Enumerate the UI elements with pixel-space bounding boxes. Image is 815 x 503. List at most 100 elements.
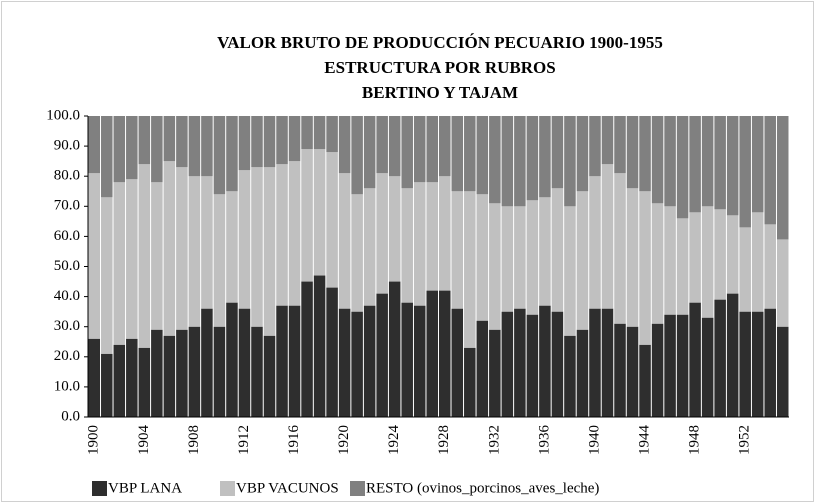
bar-segment — [351, 116, 363, 195]
bar-segment — [326, 152, 338, 288]
legend-swatch — [350, 481, 365, 496]
bar-segment — [401, 188, 413, 303]
bar-segment — [263, 335, 276, 417]
legend-swatch — [92, 481, 107, 496]
bar-segment — [326, 287, 338, 417]
bar-segment — [201, 176, 213, 309]
bar-segment — [213, 326, 226, 417]
bar-segment — [176, 116, 188, 168]
x-tick-label: 1952 — [737, 425, 753, 455]
x-tick-label: 1928 — [436, 425, 452, 455]
bar-segment — [138, 347, 151, 417]
bar-segment — [476, 320, 489, 417]
bar-segment — [388, 281, 401, 417]
bar-segment — [489, 329, 501, 417]
bar-segment — [138, 164, 151, 348]
bar-segment — [439, 176, 451, 291]
bar-segment — [464, 191, 476, 348]
bar-segment — [151, 329, 163, 417]
bar-segment — [751, 212, 764, 312]
bar-segment — [88, 338, 101, 417]
x-tick-label: 1924 — [386, 425, 402, 456]
y-tick-label: 20.0 — [54, 348, 80, 364]
bar-segment — [313, 275, 326, 417]
bar-segment — [564, 335, 576, 417]
bar-segment — [226, 116, 238, 192]
bar-segment — [388, 116, 401, 177]
bar-segment — [589, 116, 601, 177]
bar-segment — [351, 194, 363, 312]
y-tick-label: 80.0 — [54, 168, 80, 184]
bar-segment — [526, 200, 539, 315]
bar-segment — [639, 116, 651, 192]
bar-segment — [739, 311, 751, 417]
bar-segment — [714, 299, 726, 417]
y-tick-label: 10.0 — [54, 378, 80, 394]
bar-segment — [276, 116, 288, 165]
bar-segment — [701, 317, 714, 417]
y-tick-label: 30.0 — [54, 318, 80, 334]
bar-segment — [163, 161, 176, 336]
bar-segment — [526, 116, 539, 201]
bar-segment — [614, 323, 626, 417]
bar-segment — [101, 197, 113, 354]
legend-label: VBP LANA — [108, 480, 182, 496]
x-tick-label: 1940 — [586, 425, 602, 455]
bar-segment — [126, 116, 138, 180]
bar-segment — [288, 116, 301, 162]
bar-segment — [426, 116, 438, 183]
bar-segment — [126, 179, 138, 339]
bar-segment — [451, 116, 464, 192]
bar-segment — [313, 116, 326, 150]
bar-segment — [714, 209, 726, 300]
bar-segment — [776, 116, 789, 240]
bar-segment — [176, 167, 188, 330]
bar-segment — [201, 308, 213, 417]
bar-segment — [326, 116, 338, 153]
bar-segment — [739, 116, 751, 228]
x-tick-label: 1912 — [236, 425, 252, 455]
bar-segment — [363, 116, 376, 189]
bar-segment — [689, 302, 701, 417]
bar-segment — [251, 167, 263, 327]
bar-segment — [301, 281, 313, 417]
bar-segment — [726, 293, 739, 417]
bar-segment — [614, 173, 626, 324]
bar-segment — [413, 116, 426, 183]
bar-segment — [601, 308, 614, 417]
bar-segment — [676, 116, 689, 219]
bar-segment — [501, 206, 514, 312]
bar-segment — [701, 206, 714, 318]
bar-segment — [439, 116, 451, 177]
bar-segment — [551, 311, 564, 417]
bar-segment — [664, 314, 676, 417]
bar-segment — [776, 239, 789, 327]
bar-segment — [376, 116, 388, 174]
bar-segment — [626, 116, 639, 189]
legend-label: RESTO (ovinos_porcinos_aves_leche) — [366, 480, 599, 496]
x-tick-label: 1900 — [86, 425, 102, 455]
bar-segment — [601, 164, 614, 309]
bar-segment — [226, 302, 238, 417]
bar-segment — [238, 170, 251, 309]
bar-segment — [651, 203, 664, 324]
bar-segment — [639, 191, 651, 345]
legend-label: VBP VACUNOS — [236, 480, 339, 496]
bar-segment — [88, 173, 101, 339]
bar-segment — [551, 116, 564, 189]
y-tick-label: 70.0 — [54, 198, 80, 214]
x-tick-label: 1944 — [636, 425, 652, 456]
bar-segment — [188, 326, 201, 417]
y-tick-label: 50.0 — [54, 258, 80, 274]
bar-segment — [676, 314, 689, 417]
bar-segment — [426, 182, 438, 291]
bar-segment — [88, 116, 101, 174]
bar-segment — [489, 116, 501, 204]
bar-segment — [514, 206, 526, 309]
bar-segment — [501, 311, 514, 417]
bar-segment — [714, 116, 726, 210]
y-tick-label: 100.0 — [46, 107, 80, 123]
bar-segment — [163, 335, 176, 417]
